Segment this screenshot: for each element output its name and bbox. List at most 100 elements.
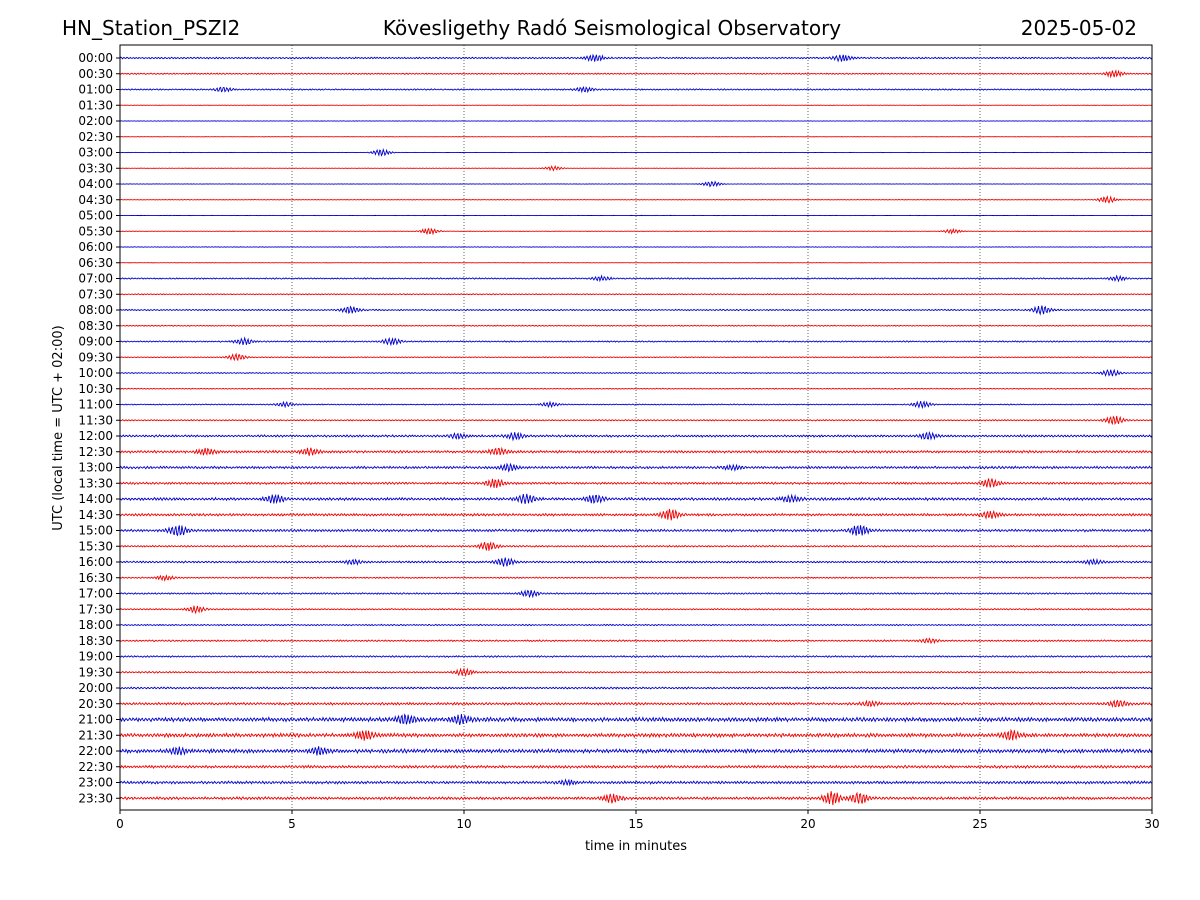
x-tick-label: 25 <box>972 817 987 831</box>
x-tick-label: 5 <box>288 817 296 831</box>
y-tick-label: 20:30 <box>78 697 113 711</box>
trace-line <box>119 387 1153 390</box>
y-tick-label: 04:00 <box>78 177 113 191</box>
trace-line <box>119 699 1153 709</box>
y-tick-label: 10:00 <box>78 366 113 380</box>
y-tick-label: 18:00 <box>78 618 113 632</box>
y-tick-label: 14:00 <box>78 492 113 506</box>
y-tick-label: 08:00 <box>78 303 113 317</box>
trace-line <box>119 368 1153 378</box>
y-tick-label: 13:00 <box>78 461 113 475</box>
y-tick-label: 12:30 <box>78 445 113 459</box>
y-tick-label: 06:00 <box>78 240 113 254</box>
y-tick-label: 03:30 <box>78 161 113 175</box>
y-tick-label: 19:30 <box>78 665 113 679</box>
y-tick-label: 01:00 <box>78 83 113 97</box>
trace-layer <box>119 53 1153 806</box>
trace-line <box>119 713 1153 726</box>
y-tick-label: 05:00 <box>78 209 113 223</box>
trace-line <box>119 85 1153 94</box>
trace-line <box>119 791 1153 806</box>
y-tick-label: 20:00 <box>78 681 113 695</box>
trace-line <box>119 778 1153 787</box>
trace-line <box>119 524 1153 537</box>
y-tick-label: 00:30 <box>78 67 113 81</box>
trace-line <box>119 293 1153 296</box>
trace-line <box>119 53 1153 63</box>
trace-line <box>119 589 1153 599</box>
trace-line <box>119 415 1153 426</box>
y-tick-label: 02:30 <box>78 130 113 144</box>
trace-line <box>119 305 1153 316</box>
trace-line <box>119 352 1153 362</box>
x-tick-label: 30 <box>1144 817 1159 831</box>
y-tick-label: 05:30 <box>78 224 113 238</box>
x-axis-label: time in minutes <box>585 839 687 854</box>
trace-line <box>119 574 1153 582</box>
trace-line <box>119 605 1153 615</box>
plot-frame <box>119 44 1153 811</box>
y-tick-label: 15:00 <box>78 524 113 538</box>
y-tick-label: 10:30 <box>78 382 113 396</box>
y-tick-label: 23:30 <box>78 791 113 805</box>
y-tick-label: 08:30 <box>78 319 113 333</box>
trace-line <box>119 493 1153 505</box>
y-tick-label: 12:00 <box>78 429 113 443</box>
chart-date: 2025-05-02 <box>1021 16 1137 40</box>
trace-line <box>119 557 1153 567</box>
trace-line <box>119 654 1153 659</box>
y-tick-label: 21:00 <box>78 713 113 727</box>
trace-line <box>119 148 1153 157</box>
trace-line <box>119 69 1153 79</box>
trace-line <box>119 227 1153 236</box>
y-tick-label: 17:00 <box>78 587 113 601</box>
trace-line <box>119 400 1153 410</box>
trace-line <box>119 446 1153 456</box>
trace-line <box>119 324 1153 327</box>
y-tick-label: 01:30 <box>78 98 113 112</box>
y-tick-label: 19:00 <box>78 650 113 664</box>
y-tick-label: 18:30 <box>78 634 113 648</box>
y-tick-label: 14:30 <box>78 508 113 522</box>
y-tick-label: 03:00 <box>78 146 113 160</box>
trace-line <box>119 180 1153 188</box>
y-tick-label: 21:30 <box>78 728 113 742</box>
trace-line <box>119 541 1153 551</box>
y-tick-label: 06:30 <box>78 256 113 270</box>
y-tick-label: 11:30 <box>78 413 113 427</box>
x-tick-label: 15 <box>628 817 643 831</box>
y-tick-label: 23:00 <box>78 776 113 790</box>
trace-line <box>119 246 1153 248</box>
y-tick-label: 16:30 <box>78 571 113 585</box>
trace-line <box>119 686 1153 690</box>
y-tick-label: 00:00 <box>78 51 113 65</box>
trace-line <box>119 764 1153 770</box>
x-tick-label: 0 <box>116 817 124 831</box>
trace-line <box>119 195 1153 205</box>
trace-line <box>119 728 1153 741</box>
y-tick-label: 07:00 <box>78 272 113 286</box>
trace-line <box>119 746 1153 756</box>
trace-line <box>119 462 1153 473</box>
chart-title: Kövesligethy Radó Seismological Observat… <box>383 16 841 40</box>
x-tick-label: 10 <box>456 817 471 831</box>
y-tick-label: 15:30 <box>78 539 113 553</box>
y-tick-label: 17:30 <box>78 602 113 616</box>
y-tick-label: 09:00 <box>78 335 113 349</box>
x-tick-label: 20 <box>800 817 815 831</box>
trace-line <box>119 508 1153 521</box>
y-tick-label: 02:00 <box>78 114 113 128</box>
trace-line <box>119 637 1153 645</box>
trace-line <box>119 667 1153 678</box>
y-axis-label: UTC (local time = UTC + 02:00) <box>51 325 66 530</box>
trace-line <box>119 336 1153 347</box>
y-tick-label: 11:00 <box>78 398 113 412</box>
trace-line <box>119 165 1153 172</box>
trace-line <box>119 430 1153 442</box>
trace-line <box>119 274 1152 283</box>
y-tick-label: 22:00 <box>78 744 113 758</box>
trace-line <box>119 478 1153 489</box>
